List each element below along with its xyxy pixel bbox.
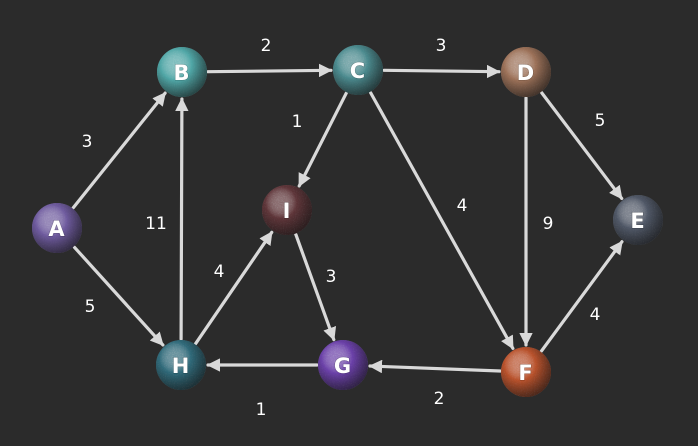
edge-weight-h-b: 11 [145, 214, 167, 234]
node-d-label: D [517, 61, 535, 85]
edge-weights-layer: 3 5 2 11 3 1 4 5 9 4 4 3 1 2 [82, 36, 606, 420]
edge-d-to-e [540, 91, 624, 201]
node-a-shading [32, 203, 82, 253]
node-c[interactable]: C [333, 45, 383, 95]
edge-weight-c-i: 1 [292, 112, 303, 132]
node-f-label: F [518, 361, 533, 385]
nodes-layer: A B C D E F G H I [32, 45, 663, 397]
node-e-shading [613, 195, 663, 245]
node-d[interactable]: D [501, 47, 551, 97]
node-h-shading [156, 340, 206, 390]
node-h-label: H [172, 354, 191, 378]
node-b-shading [157, 47, 207, 97]
edge-weight-b-c: 2 [261, 36, 272, 56]
node-c-label: C [350, 59, 366, 83]
edge-weight-f-e: 4 [590, 305, 601, 325]
node-d-shading [501, 47, 551, 97]
node-e-label: E [630, 209, 645, 233]
edge-weight-i-g: 3 [326, 267, 337, 287]
edge-weight-f-g: 2 [434, 389, 445, 409]
edge-f-to-g [368, 359, 502, 374]
node-a-label: A [48, 217, 65, 241]
edge-c-to-i [297, 91, 348, 188]
edge-weight-d-f: 9 [543, 214, 554, 234]
edge-i-to-g [294, 232, 337, 342]
edge-c-to-d [382, 64, 501, 79]
edge-weight-a-b: 3 [82, 132, 93, 152]
edge-a-to-b [71, 91, 167, 210]
edge-a-to-h [72, 245, 165, 347]
node-c-shading [333, 45, 383, 95]
node-g-shading [318, 340, 368, 390]
node-h[interactable]: H [156, 340, 206, 390]
edge-weight-h-i: 4 [214, 262, 225, 282]
node-i-label: I [283, 199, 292, 223]
node-a[interactable]: A [32, 203, 82, 253]
node-f[interactable]: F [501, 347, 551, 397]
edge-f-to-e [539, 240, 624, 353]
edge-b-to-c [206, 63, 333, 78]
node-b[interactable]: B [157, 47, 207, 97]
node-g[interactable]: G [318, 340, 368, 390]
node-i[interactable]: I [262, 185, 312, 235]
node-i-shading [262, 185, 312, 235]
edge-h-to-b [175, 97, 189, 341]
edge-h-to-i [194, 230, 274, 346]
edges-layer [71, 63, 624, 374]
node-g-label: G [334, 354, 352, 378]
edge-weight-d-e: 5 [595, 111, 606, 131]
edge-c-to-f [369, 91, 515, 351]
node-b-label: B [173, 61, 190, 85]
node-e[interactable]: E [613, 195, 663, 245]
node-f-shading [501, 347, 551, 397]
edge-weight-c-d: 3 [436, 36, 447, 56]
edge-weight-a-h: 5 [85, 297, 96, 317]
edge-weight-g-h: 1 [256, 400, 267, 420]
edge-weight-c-f: 4 [457, 196, 468, 216]
